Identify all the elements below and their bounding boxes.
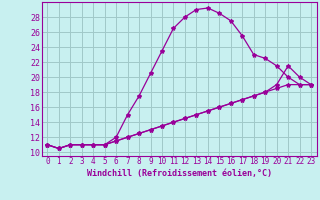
X-axis label: Windchill (Refroidissement éolien,°C): Windchill (Refroidissement éolien,°C) <box>87 169 272 178</box>
